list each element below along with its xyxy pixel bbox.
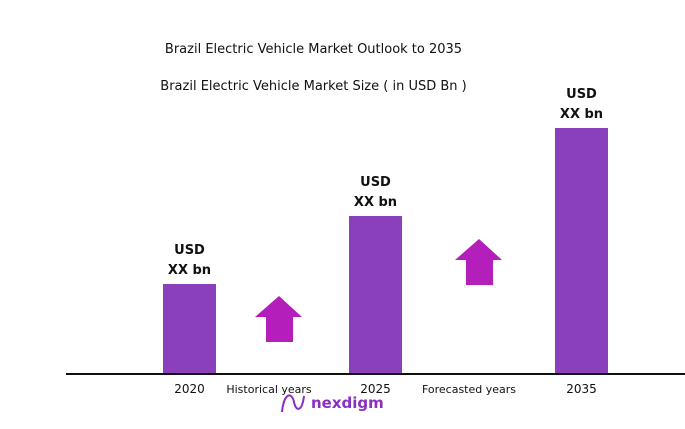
bar-2020 <box>163 284 216 374</box>
data-label-line1: USD <box>360 175 391 190</box>
data-label-line2: XX bn <box>168 263 211 278</box>
nexdigm-logo-icon <box>281 394 305 413</box>
arrow-up-icon <box>455 239 502 285</box>
chart-title: Brazil Electric Vehicle Market Outlook t… <box>164 42 463 57</box>
x-tick-label: 2025 <box>360 382 391 396</box>
annotation-forecasted: Forecasted years <box>422 383 516 396</box>
annotation-historical: Historical years <box>226 383 312 396</box>
data-label-line1: USD <box>174 243 205 258</box>
x-tick-label: 2035 <box>566 382 597 396</box>
chart-subtitle: Brazil Electric Vehicle Market Size ( in… <box>160 79 467 94</box>
arrow-up-icon <box>255 296 302 342</box>
data-label-line2: XX bn <box>354 195 397 210</box>
bar-2025 <box>349 216 402 374</box>
bar-2035 <box>555 128 608 374</box>
x-tick-label: 2020 <box>174 382 205 396</box>
data-label-line1: USD <box>566 87 597 102</box>
logo-text: nexdigm <box>311 394 384 412</box>
data-label-line2: XX bn <box>560 107 603 122</box>
